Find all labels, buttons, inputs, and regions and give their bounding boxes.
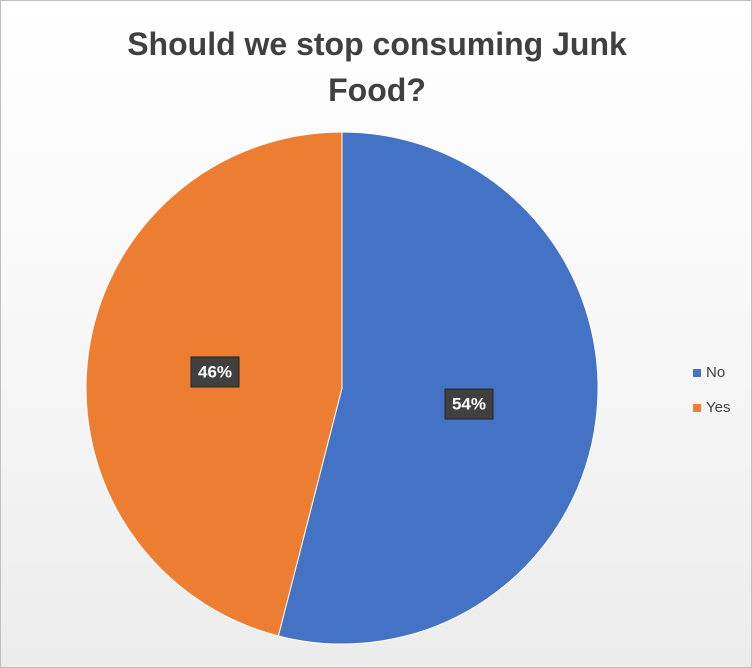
data-label-text: 46% <box>198 362 232 381</box>
data-label-box <box>190 356 240 388</box>
pie-slice <box>277 131 599 645</box>
legend-label: No <box>706 364 725 381</box>
legend-swatch <box>693 404 701 412</box>
chart-title: Should we stop consuming Junk Food? <box>127 26 627 108</box>
legend-label: Yes <box>706 399 730 416</box>
legend-swatch <box>693 369 701 377</box>
data-label-box <box>444 388 494 420</box>
data-label: 54% <box>444 388 494 420</box>
data-label: 46% <box>190 356 240 388</box>
data-label-text: 54% <box>452 395 486 414</box>
